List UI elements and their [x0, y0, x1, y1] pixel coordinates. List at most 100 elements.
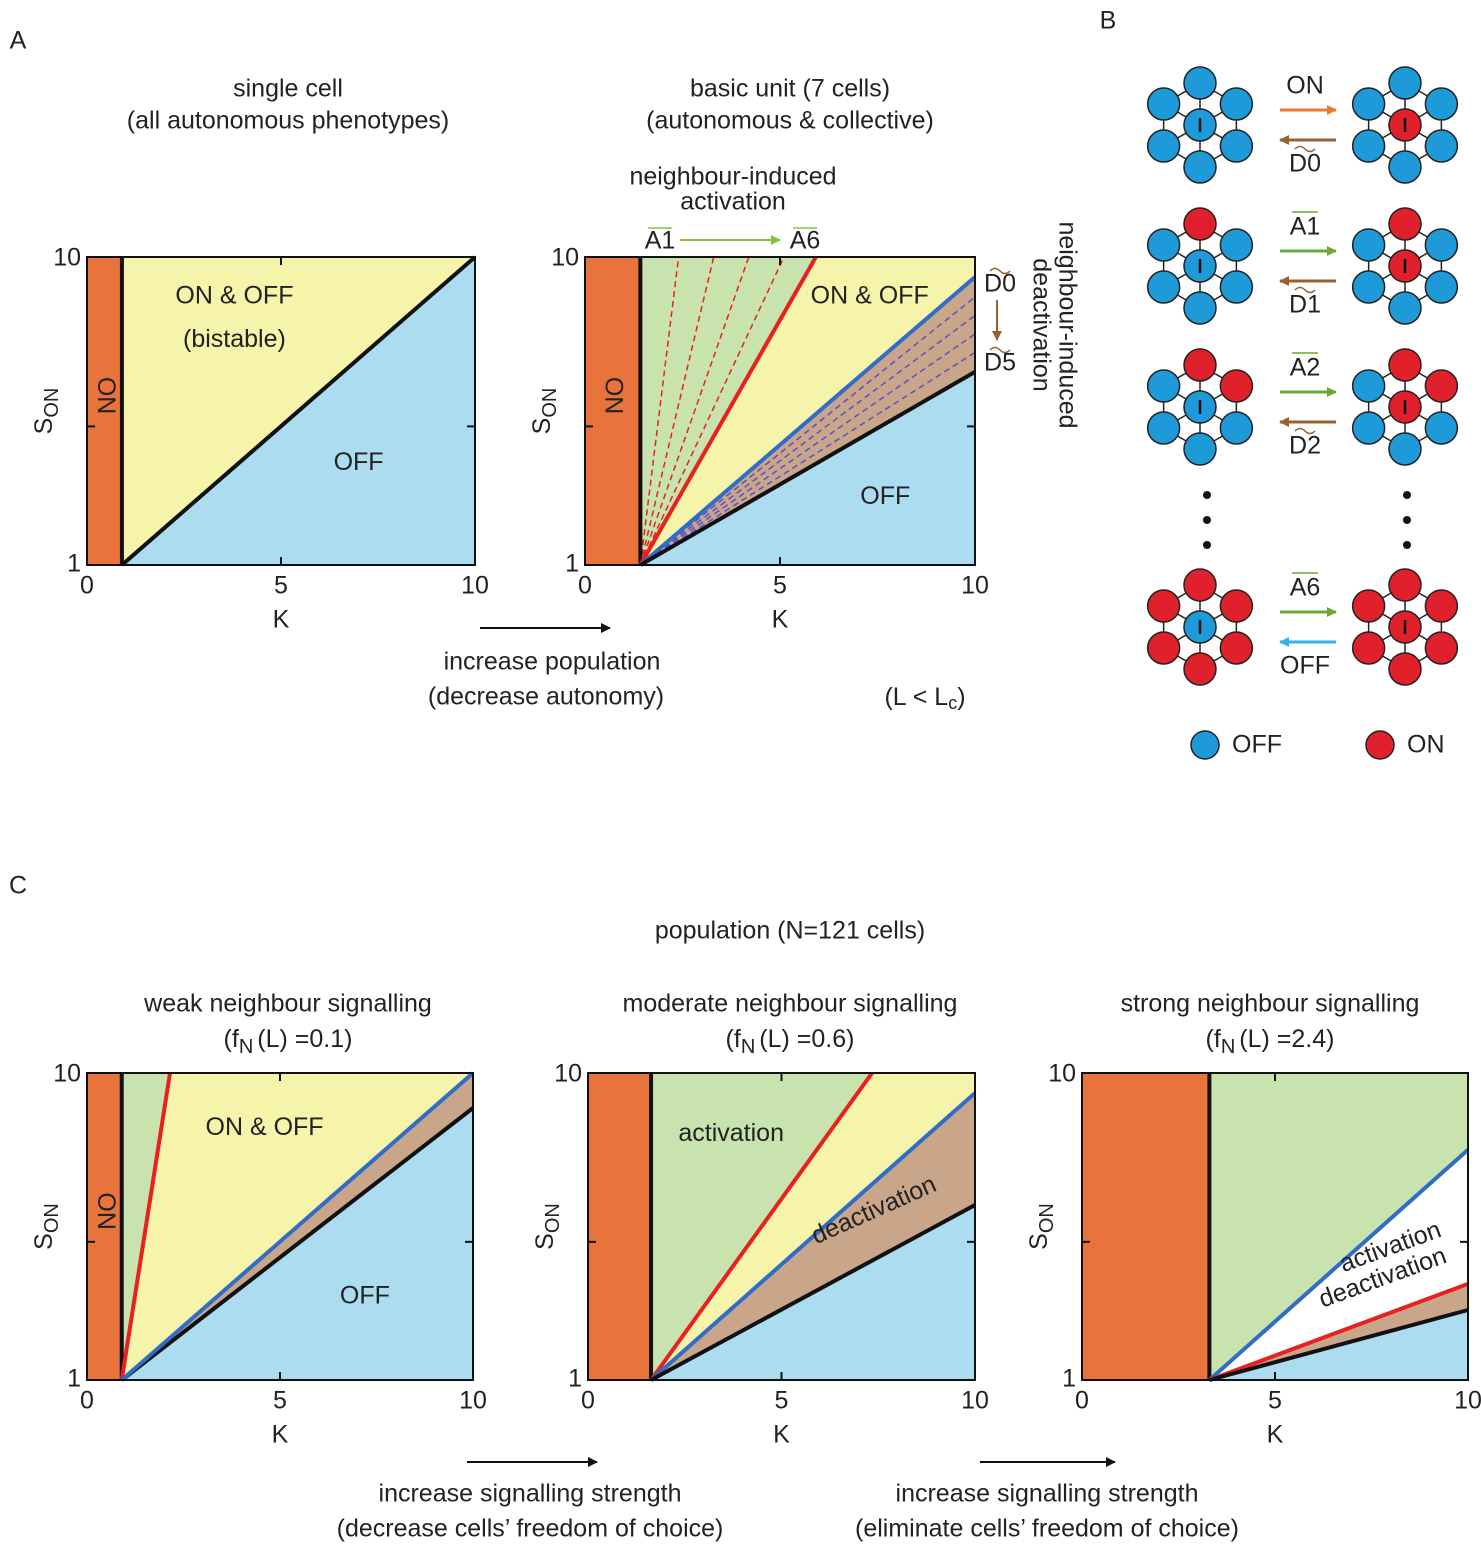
- figure: ABC1010510KSONONON & OFF(bistable)OFF101…: [0, 0, 1481, 1548]
- param-open: (f: [1206, 1025, 1221, 1053]
- caption: (decrease autonomy): [428, 683, 664, 711]
- x-tick-label: 0: [1075, 1387, 1089, 1415]
- annotation: neighbour-induced: [629, 163, 836, 191]
- y-tick-label: 1: [1062, 1365, 1076, 1393]
- cell: [1353, 229, 1385, 261]
- plot-param: (fN(L) =0.1): [224, 1025, 353, 1059]
- cell: [1148, 229, 1180, 261]
- region: [1082, 1073, 1209, 1380]
- region-label: activation: [678, 1119, 784, 1147]
- plot-title: strong neighbour signalling: [1121, 990, 1420, 1018]
- cell: [1184, 349, 1216, 381]
- legend-label: ON: [1407, 731, 1445, 759]
- cell: [1353, 271, 1385, 303]
- caption: increase signalling strength: [379, 1480, 682, 1508]
- cell: [1184, 653, 1216, 685]
- cell: [1184, 433, 1216, 465]
- y-axis-label: SON: [30, 1203, 64, 1250]
- cell: [1425, 412, 1457, 444]
- x-axis-label: K: [773, 1421, 790, 1449]
- cell: [1148, 590, 1180, 622]
- param-open: (f: [224, 1025, 239, 1053]
- cell: [1353, 88, 1385, 120]
- panel-label: C: [9, 872, 27, 900]
- region-label: ON & OFF: [811, 282, 929, 310]
- cell: [1220, 130, 1252, 162]
- annotation: deactivation: [1027, 258, 1055, 391]
- legend-label: OFF: [1232, 731, 1282, 759]
- cell: [1389, 292, 1421, 324]
- cell: [1184, 67, 1216, 99]
- y-tick-label: 1: [67, 1365, 81, 1393]
- y-axis-label-main: S: [528, 418, 556, 435]
- y-axis-label: SON: [30, 388, 64, 435]
- transition-label: D0: [1289, 150, 1321, 178]
- y-tick-label: 10: [53, 244, 81, 272]
- y-axis-label-main: S: [531, 1233, 559, 1250]
- cell: [1353, 632, 1385, 664]
- cell: [1184, 569, 1216, 601]
- cell: [1148, 130, 1180, 162]
- caption: (decrease cells’ freedom of choice): [337, 1515, 724, 1543]
- cell: [1148, 370, 1180, 402]
- x-axis-label: K: [1267, 1421, 1284, 1449]
- transition-label: A6: [1290, 574, 1321, 602]
- y-tick-label: 10: [1048, 1060, 1076, 1088]
- y-axis-label-main: S: [30, 418, 58, 435]
- condition-main: (L < L: [884, 683, 948, 711]
- param-rest: (L) =2.4): [1239, 1025, 1334, 1053]
- region-label: OFF: [340, 1282, 390, 1310]
- x-axis-label: K: [772, 606, 789, 634]
- y-tick-label: 1: [67, 550, 81, 578]
- cell: [1220, 229, 1252, 261]
- transition-label: ON: [1286, 72, 1324, 100]
- ellipsis-dot: [1403, 516, 1411, 524]
- cell: [1220, 271, 1252, 303]
- cell: [1220, 370, 1252, 402]
- x-tick-label: 0: [581, 1387, 595, 1415]
- caption: (eliminate cells’ freedom of choice): [855, 1515, 1239, 1543]
- region-label: OFF: [860, 482, 910, 510]
- cell: [1148, 632, 1180, 664]
- y-tick-label: 1: [568, 1365, 582, 1393]
- cell: [1184, 292, 1216, 324]
- region: [588, 1073, 651, 1380]
- cell: [1425, 370, 1457, 402]
- cell: [1389, 151, 1421, 183]
- cell: [1148, 412, 1180, 444]
- x-tick-label: 10: [459, 1387, 487, 1415]
- cell-cluster: [1148, 67, 1253, 183]
- y-axis-label: SON: [531, 1203, 565, 1250]
- region-label: ON & OFF: [206, 1113, 324, 1141]
- ellipsis-dot: [1203, 491, 1211, 499]
- cell: [1425, 632, 1457, 664]
- x-tick-label: 5: [274, 572, 288, 600]
- condition: (L < Lc): [884, 683, 965, 713]
- cell: [1220, 88, 1252, 120]
- plot-title: weak neighbour signalling: [143, 990, 432, 1018]
- y-tick-label: 10: [551, 244, 579, 272]
- plot-param: (fN(L) =0.6): [726, 1025, 855, 1059]
- cell-cluster: [1353, 67, 1458, 183]
- y-axis-label-sub: ON: [41, 388, 63, 418]
- cell-cluster: [1148, 569, 1253, 685]
- param-sub: N: [1221, 1036, 1235, 1058]
- param-sub: N: [741, 1036, 755, 1058]
- transition-label: D1: [1289, 291, 1321, 319]
- y-tick-label: 1: [565, 550, 579, 578]
- ellipsis-dot: [1203, 541, 1211, 549]
- condition-sub: c: [948, 693, 957, 713]
- caption: increase population: [444, 648, 661, 676]
- cell: [1389, 349, 1421, 381]
- legend-swatch: [1191, 731, 1219, 759]
- region-label: OFF: [334, 448, 384, 476]
- cell: [1148, 271, 1180, 303]
- y-axis-label-sub: ON: [41, 1203, 63, 1233]
- cell-cluster: [1353, 349, 1458, 465]
- cell-cluster: [1148, 349, 1253, 465]
- x-tick-label: 0: [578, 572, 592, 600]
- cell: [1389, 67, 1421, 99]
- plot-param: (fN(L) =2.4): [1206, 1025, 1335, 1059]
- transition-label: OFF: [1280, 652, 1330, 680]
- cell-cluster: [1353, 569, 1458, 685]
